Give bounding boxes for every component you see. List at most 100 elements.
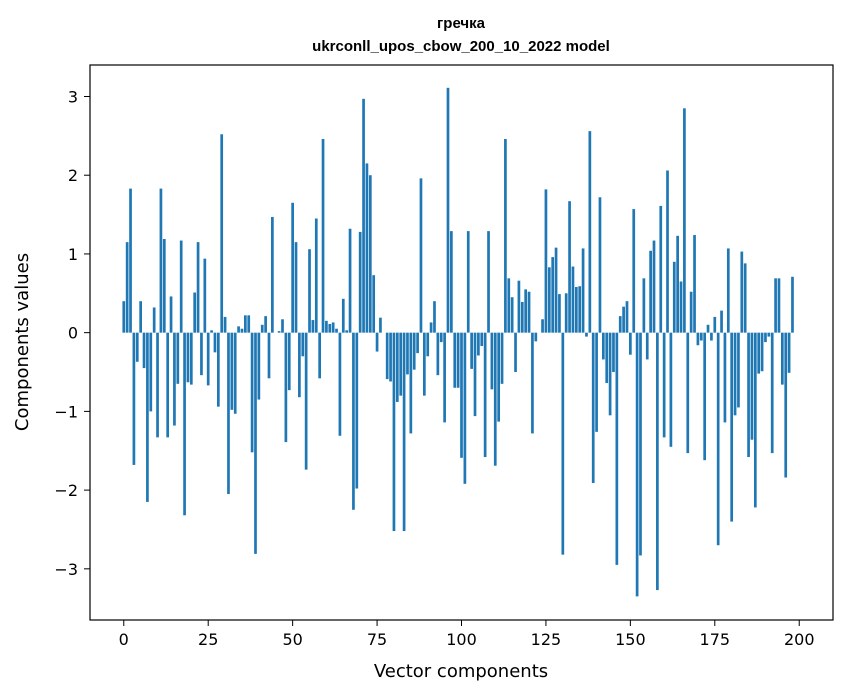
bar-15: [173, 332, 176, 426]
bar-181: [733, 332, 737, 416]
bar-52: [298, 332, 301, 398]
bar-12: [162, 238, 166, 333]
bars-group: [122, 87, 794, 597]
bar-13: [166, 332, 170, 438]
bar-84: [406, 332, 409, 375]
bar-190: [764, 332, 767, 343]
bar-30: [223, 316, 227, 333]
y-tick-label: 3: [68, 87, 78, 106]
bar-88: [419, 178, 423, 333]
bar-137: [585, 332, 588, 337]
bar-170: [696, 332, 700, 346]
bar-76: [379, 317, 382, 333]
bar-144: [608, 332, 612, 416]
bar-1: [125, 242, 129, 333]
bar-113: [504, 139, 507, 333]
bar-195: [780, 332, 784, 385]
bar-46: [277, 331, 281, 333]
bar-7: [146, 332, 149, 502]
bar-18: [183, 332, 186, 516]
bar-153: [639, 332, 642, 556]
bar-74: [372, 275, 376, 333]
chart-subtitle: ukrconll_upos_cbow_200_10_2022 model: [312, 38, 610, 55]
bar-64: [338, 332, 342, 436]
bar-101: [463, 332, 467, 484]
bar-70: [358, 231, 362, 333]
bar-72: [365, 163, 369, 333]
bar-42: [264, 316, 267, 333]
bar-108: [487, 231, 490, 333]
bar-2: [129, 188, 132, 333]
bar-85: [409, 332, 413, 434]
bar-155: [645, 332, 649, 360]
bar-142: [601, 332, 605, 360]
bar-193: [774, 278, 777, 333]
bar-61: [328, 324, 332, 333]
bar-191: [767, 332, 771, 337]
bar-178: [723, 332, 727, 423]
bar-43: [267, 332, 271, 379]
bar-183: [740, 251, 744, 333]
bar-161: [666, 170, 669, 333]
bar-87: [416, 332, 419, 354]
bar-57: [314, 218, 318, 333]
bar-119: [524, 289, 528, 333]
bar-131: [564, 293, 568, 333]
bar-93: [436, 332, 440, 376]
bar-5: [139, 301, 143, 333]
bar-14: [169, 296, 173, 333]
bar-176: [716, 332, 720, 546]
bar-141: [598, 197, 602, 333]
bar-185: [747, 332, 750, 458]
bar-10: [156, 332, 159, 438]
bar-49: [287, 332, 291, 391]
y-tick-label: 0: [68, 324, 78, 343]
bar-111: [497, 332, 500, 422]
bar-160: [662, 332, 666, 438]
bar-25: [206, 332, 210, 386]
bar-29: [220, 134, 224, 333]
plot-frame: [89, 64, 834, 621]
bar-135: [578, 286, 582, 333]
bar-33: [233, 332, 237, 414]
bar-165: [679, 281, 683, 333]
bar-154: [642, 278, 646, 333]
bar-126: [547, 267, 551, 333]
bar-151: [632, 209, 636, 333]
bar-81: [395, 332, 399, 402]
bar-96: [446, 87, 450, 333]
bar-107: [483, 332, 487, 458]
bar-89: [423, 332, 426, 396]
bar-184: [743, 263, 747, 333]
bar-53: [301, 332, 305, 357]
bar-118: [520, 301, 524, 333]
bar-173: [706, 324, 710, 333]
x-tick-label: 100: [446, 630, 477, 649]
bar-19: [186, 332, 190, 383]
bar-58: [318, 332, 321, 379]
bar-188: [757, 332, 761, 374]
bar-189: [760, 332, 764, 372]
bar-138: [588, 131, 592, 333]
y-tick-label: 2: [68, 166, 78, 185]
bar-8: [149, 332, 153, 412]
y-axis-ticks: −3 −2 −1 0 1 2 3: [54, 87, 90, 579]
bar-9: [152, 307, 156, 333]
bar-20: [189, 332, 193, 385]
bar-59: [321, 139, 325, 333]
bar-4: [135, 332, 139, 362]
bar-41: [260, 324, 264, 333]
bar-174: [710, 332, 713, 341]
bar-129: [558, 294, 561, 333]
bar-166: [683, 108, 686, 333]
bar-27: [213, 332, 217, 353]
bar-109: [490, 332, 494, 390]
bar-186: [750, 332, 754, 440]
x-axis-ticks: 0 25 50 75 100 125 150 175 200: [119, 620, 815, 649]
bar-149: [625, 301, 629, 333]
bar-39: [254, 332, 257, 554]
bar-80: [392, 332, 396, 532]
bar-0: [122, 301, 126, 333]
y-axis-label: Components values: [12, 253, 33, 431]
